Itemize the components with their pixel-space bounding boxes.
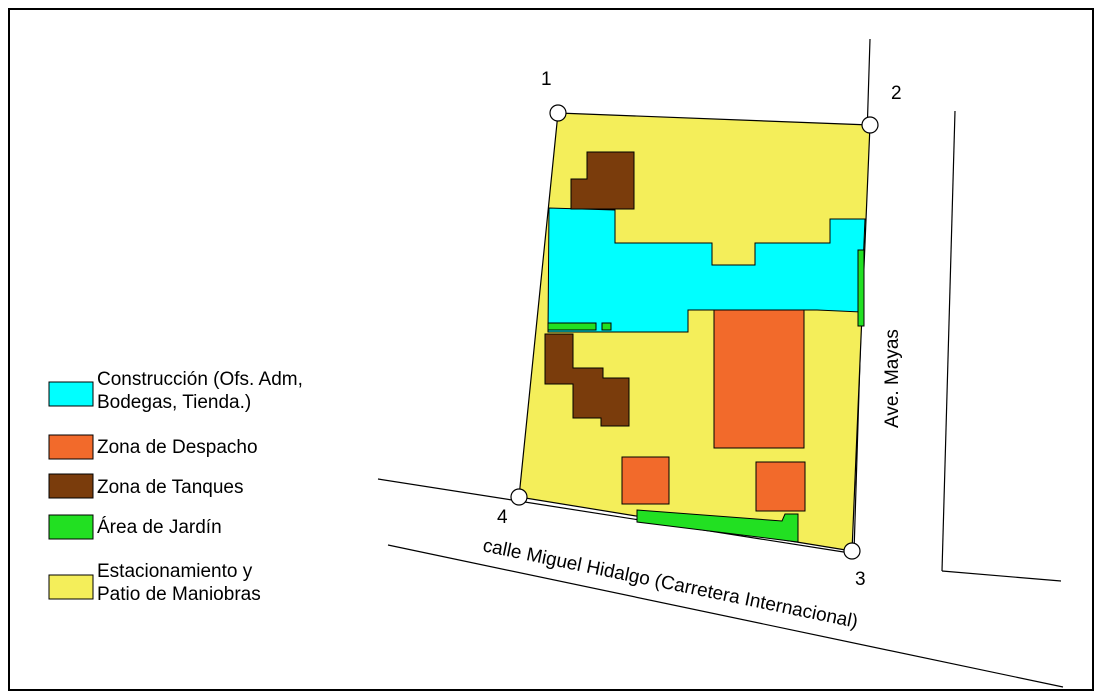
site-plan-frame: 1 2 3 4 calle Miguel Hidalgo (Carretera … (8, 8, 1094, 691)
legend-label-construccion-line1: Construcción (Ofs. Adm, (97, 369, 303, 390)
zone-despacho-small-left (621, 456, 670, 505)
ave-line-right-bottom (941, 570, 1062, 582)
vertex-label-3: 3 (855, 569, 866, 590)
vertex-marker-3 (843, 542, 861, 560)
legend-swatch-despacho (48, 434, 94, 460)
vertex-label-1: 1 (541, 69, 552, 90)
site-plan: 1 2 3 4 calle Miguel Hidalgo (Carretera … (48, 38, 1064, 688)
legend-swatch-construccion (48, 381, 94, 407)
street-label-ave-mayas: Ave. Mayas (882, 329, 903, 428)
zone-construccion (547, 207, 866, 333)
vertex-label-4: 4 (497, 507, 508, 528)
vertex-marker-2 (861, 116, 879, 134)
zone-despacho-large (713, 309, 805, 449)
legend-label-tanques: Zona de Tanques (97, 477, 244, 498)
legend: Construcción (Ofs. Adm, Bodegas, Tienda.… (48, 369, 303, 605)
zone-despacho-small-right (755, 461, 806, 512)
legend-label-estacionamiento-line2: Patio de Maniobras (97, 584, 261, 605)
street-line-lower (387, 544, 1064, 688)
legend-label-despacho: Zona de Despacho (97, 437, 258, 458)
street-label-miguel-hidalgo: calle Miguel Hidalgo (Carretera Internac… (481, 535, 860, 632)
legend-label-jardin: Área de Jardín (97, 517, 222, 538)
legend-label-estacionamiento-line1: Estacionamiento y (97, 561, 253, 582)
zone-jardin-small (601, 322, 612, 331)
vertex-marker-1 (549, 104, 567, 122)
ave-line-right-vertical (941, 110, 956, 572)
zone-jardin-bottom-strip (636, 509, 799, 543)
legend-label-construccion-line2: Bodegas, Tienda.) (97, 392, 251, 413)
zone-jardin-left-strip (547, 322, 597, 331)
zone-tanques-top (570, 151, 635, 210)
zone-tanques-bottom (544, 333, 630, 427)
vertex-marker-4 (510, 488, 528, 506)
legend-swatch-jardin (48, 514, 94, 540)
vertex-label-2: 2 (891, 83, 902, 104)
street-line-upper (377, 478, 851, 554)
zone-jardin-right-strip (857, 249, 865, 327)
legend-swatch-estacionamiento (48, 574, 94, 600)
legend-swatch-tanques (48, 473, 94, 499)
